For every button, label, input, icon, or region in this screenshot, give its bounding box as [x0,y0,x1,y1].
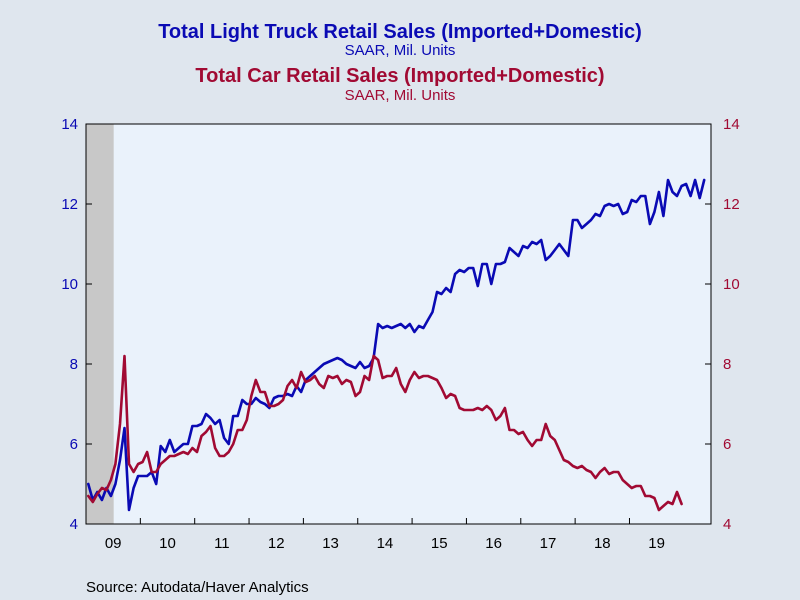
truck-title: Total Light Truck Retail Sales (Imported… [158,21,642,43]
plot-frame [85,123,712,525]
x-tick-label: 16 [485,535,502,552]
left-tick-label: 14 [61,116,78,133]
left-tick-label: 12 [61,196,78,213]
source-note: Source: Autodata/Haver Analytics [86,579,309,596]
recession-shading [86,124,114,524]
x-tick-label: 10 [159,535,176,552]
right-tick-label: 10 [723,276,740,293]
truck-subtitle: SAAR, Mil. Units [345,42,456,59]
x-tick-label: 18 [594,535,611,552]
right-axis: 4 6 8 10 12 14 [705,116,740,533]
right-tick-label: 12 [723,196,740,213]
left-axis: 4 6 8 10 12 14 [61,116,92,533]
x-tick-label: 12 [268,535,285,552]
left-tick-label: 8 [70,356,78,373]
truck-series-line [87,178,706,512]
car-series-line [87,354,683,512]
left-tick-label: 10 [61,276,78,293]
x-tick-label: 17 [540,535,557,552]
x-tick-label: 14 [377,535,394,552]
right-tick-label: 8 [723,356,731,373]
right-tick-label: 14 [723,116,740,133]
right-tick-label: 6 [723,436,731,453]
x-tick-label: 19 [648,535,665,552]
x-axis: 09 10 11 12 13 14 15 16 17 18 19 [105,518,665,552]
x-tick-label: 11 [214,535,230,552]
x-tick-label: 15 [431,535,448,552]
right-tick-label: 4 [723,516,731,533]
left-tick-label: 6 [70,436,78,453]
car-title: Total Car Retail Sales (Imported+Domesti… [195,65,604,87]
x-tick-label: 13 [322,535,339,552]
x-tick-label: 09 [105,535,122,552]
left-tick-label: 4 [70,516,78,533]
series-layer [87,178,706,512]
car-subtitle: SAAR, Mil. Units [345,87,456,104]
